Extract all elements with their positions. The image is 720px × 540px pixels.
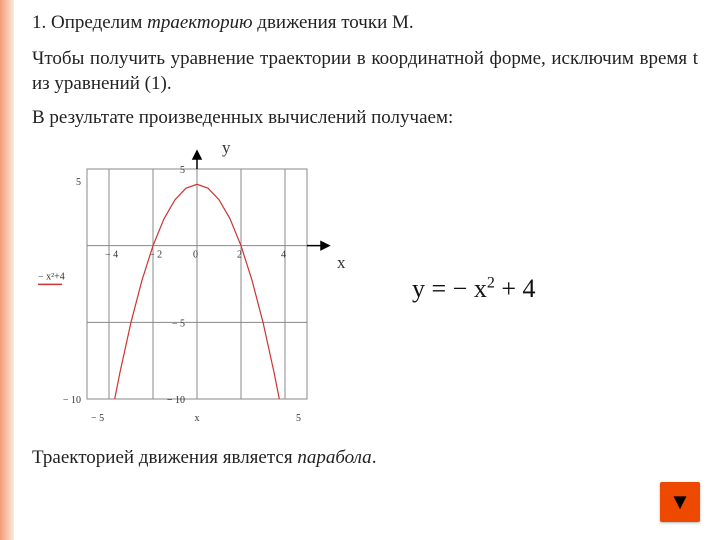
chart-svg: − 4− 20245− 5− 105− 10− 55x− x²+4 <box>32 139 352 439</box>
footer-suffix: . <box>372 447 377 468</box>
svg-text:− 4: − 4 <box>105 249 118 260</box>
heading: 1. Определим траекторию движения точки М… <box>32 10 698 36</box>
y-axis-label: y <box>222 137 231 160</box>
svg-text:− 5: − 5 <box>91 413 104 424</box>
svg-text:2: 2 <box>237 249 242 260</box>
svg-text:4: 4 <box>281 249 286 260</box>
footer-line: Траекторией движения является парабола. <box>32 445 698 471</box>
parabola-chart: y x − 4− 20245− 5− 105− 10− 55x− x²+4 <box>32 139 332 439</box>
slide-content: 1. Определим траекторию движения точки М… <box>14 0 720 540</box>
chevron-down-icon: ▼ <box>669 489 691 515</box>
svg-text:− 10: − 10 <box>63 395 81 406</box>
paragraph-1: Чтобы получить уравнение траектории в ко… <box>32 46 698 97</box>
footer-prefix: Траекторией движения является <box>32 447 297 468</box>
svg-text:5: 5 <box>296 413 301 424</box>
svg-text:− x²+4: − x²+4 <box>38 271 65 282</box>
svg-text:5: 5 <box>180 165 185 176</box>
heading-em: траекторию <box>147 12 252 33</box>
eq-sup: 2 <box>487 274 495 291</box>
x-axis-label: x <box>337 252 346 275</box>
heading-suffix: движения точки М. <box>253 12 414 33</box>
chart-and-equation-row: y x − 4− 20245− 5− 105− 10− 55x− x²+4 y … <box>32 139 698 439</box>
slide-left-accent <box>0 0 14 540</box>
footer-em: парабола <box>297 447 371 468</box>
svg-text:x: x <box>195 413 200 424</box>
svg-text:− 10: − 10 <box>167 395 185 406</box>
eq-main: y = − x <box>412 274 487 303</box>
svg-text:5: 5 <box>76 177 81 188</box>
svg-text:0: 0 <box>193 249 198 260</box>
heading-prefix: 1. Определим <box>32 12 147 33</box>
paragraph-2: В результате произведенных вычислений по… <box>32 105 698 131</box>
trajectory-equation: y = − x2 + 4 <box>412 271 536 306</box>
svg-text:− 5: − 5 <box>172 318 185 329</box>
next-button[interactable]: ▼ <box>660 482 700 522</box>
eq-tail: + 4 <box>495 274 536 303</box>
